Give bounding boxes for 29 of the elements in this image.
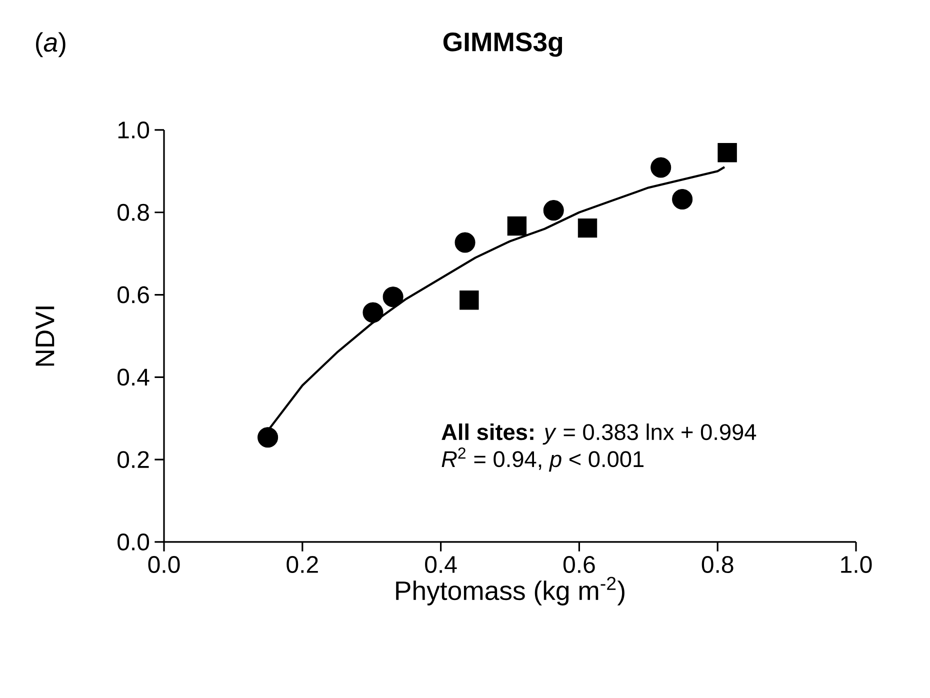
- point: [382, 286, 404, 308]
- point: [578, 218, 598, 238]
- x-tick-label: 0.4: [425, 556, 457, 574]
- y-tick-label: 1.0: [118, 121, 150, 138]
- point: [543, 200, 564, 221]
- point: [454, 232, 476, 253]
- point: [718, 143, 737, 162]
- point: [672, 188, 693, 210]
- chart-title: GIMMS3g: [443, 32, 562, 57]
- text: (a): [36, 32, 66, 58]
- point: [650, 157, 672, 178]
- y-tick-label: 0.0: [118, 533, 150, 550]
- y-tick-label: 0.6: [118, 286, 149, 304]
- x-tick-label: 1.0: [841, 556, 872, 574]
- point: [362, 302, 384, 323]
- x-axis-title: Phytomass (kg m$^{-2}$): [396, 576, 624, 606]
- x-tick-label: 0.2: [286, 556, 318, 574]
- annotation: R$^{2}$ = 0.94, p < 0.001: [442, 448, 644, 472]
- point: [460, 290, 479, 310]
- y-tick-label: 0.4: [118, 368, 150, 386]
- annotation: All sites: y = 0.383 lnx + 0.994: [442, 423, 756, 445]
- x-tick-label: 0.6: [563, 556, 595, 574]
- point: [258, 427, 278, 448]
- y-tick-label: 0.2: [118, 451, 149, 468]
- x-tick-label: 0.0: [148, 556, 180, 574]
- point: [507, 216, 527, 236]
- x-tick-label: 0.8: [702, 556, 734, 574]
- y-tick-label: 0.8: [118, 204, 149, 221]
- y-axis-title: NDVI: [36, 306, 54, 366]
